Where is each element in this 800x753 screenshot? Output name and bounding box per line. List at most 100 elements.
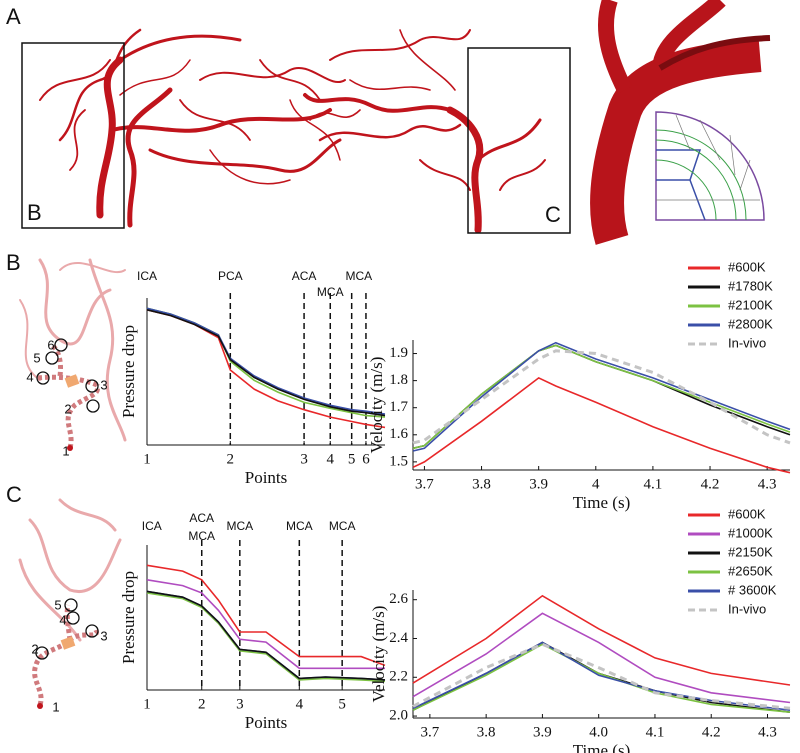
inlet — [37, 703, 43, 709]
x-tick-label: 5 — [338, 696, 346, 712]
x-axis-label: Points — [245, 468, 288, 487]
inset-c-vessels — [18, 498, 122, 642]
x-tick-label: 3.7 — [415, 476, 434, 492]
y-axis-label: Pressure drop — [119, 325, 138, 418]
point-number: 1 — [52, 699, 59, 714]
series-line — [412, 341, 791, 452]
series-line — [412, 376, 791, 474]
y-tick-label: 1.6 — [389, 426, 408, 442]
annotation: ICA — [142, 519, 162, 533]
legend-label: #600K — [728, 259, 766, 274]
x-tick-label: 6 — [362, 451, 370, 467]
series-line — [412, 594, 791, 686]
y-tick-label: 2.2 — [389, 669, 408, 685]
annotation: MCA — [345, 269, 372, 283]
stenosis — [64, 374, 80, 388]
legend-label: #600K — [728, 506, 766, 521]
x-tick-label: 2 — [198, 696, 206, 712]
x-tick-label: 4.2 — [702, 724, 721, 740]
annotation: MCA — [188, 529, 215, 543]
x-tick-label: 2 — [227, 451, 235, 467]
y-tick-label: 2.6 — [389, 591, 408, 607]
x-axis-label: Time (s) — [573, 741, 630, 753]
series-line — [412, 642, 791, 710]
x-tick-label: 3 — [300, 451, 308, 467]
panel-label: C — [6, 482, 22, 507]
box-b — [21, 42, 125, 229]
x-tick-label: 3.8 — [472, 476, 491, 492]
x-tick-label: 4.1 — [644, 476, 663, 492]
box-c — [467, 47, 571, 234]
x-tick-label: 1 — [143, 696, 151, 712]
y-axis-label: Velocity (m/s) — [369, 606, 388, 703]
point-number: 5 — [33, 350, 40, 365]
point-number: 2 — [64, 401, 71, 416]
legend-label: In-vivo — [728, 335, 766, 350]
series-line — [146, 564, 386, 667]
vessel-middle — [303, 29, 546, 234]
x-axis-label: Points — [245, 713, 288, 732]
inset-b-circles — [36, 338, 100, 413]
legend-label: #2800K — [728, 316, 773, 331]
series-line — [412, 612, 791, 704]
vessel-left — [39, 28, 346, 228]
legend-label: #2650K — [728, 563, 773, 578]
point-number: 3 — [100, 377, 107, 392]
inlet — [67, 445, 73, 451]
y-tick-label: 1.8 — [389, 372, 408, 388]
x-tick-label: 4.2 — [701, 476, 720, 492]
x-tick-label: 3.9 — [533, 724, 552, 740]
y-tick-label: 1.5 — [389, 453, 408, 469]
annotation: ICA — [137, 269, 157, 283]
box-label: B — [27, 200, 42, 225]
series-line — [412, 641, 791, 711]
annotation: PCA — [218, 269, 243, 283]
x-tick-label: 4.3 — [758, 724, 777, 740]
stenosis — [60, 636, 76, 650]
panel-label: B — [6, 250, 21, 275]
y-tick-label: 2.0 — [389, 707, 408, 723]
x-tick-label: 3 — [236, 696, 244, 712]
series-line — [146, 590, 386, 681]
x-axis-label: Time (s) — [573, 493, 630, 512]
y-axis-label: Pressure drop — [119, 571, 138, 664]
inset-b-vessels — [19, 258, 127, 442]
x-tick-label: 4.3 — [758, 476, 777, 492]
box-label: C — [545, 202, 561, 227]
x-tick-label: 4.1 — [646, 724, 665, 740]
x-tick-label: 4 — [592, 476, 600, 492]
x-tick-label: 3.8 — [477, 724, 496, 740]
series-line — [412, 643, 791, 713]
inset-b-path — [35, 343, 101, 449]
annotation: MCA — [317, 285, 344, 299]
legend-label: In-vivo — [728, 601, 766, 616]
series-line — [146, 307, 386, 415]
point-number: 1 — [62, 443, 69, 458]
annotation: MCA — [286, 519, 313, 533]
y-tick-label: 2.4 — [389, 630, 408, 646]
point-number: 2 — [31, 641, 38, 656]
inset-c-path — [32, 604, 99, 706]
x-tick-label: 4.0 — [589, 724, 608, 740]
x-tick-label: 3.9 — [529, 476, 548, 492]
point-number: 6 — [47, 337, 54, 352]
inset-c-circles — [35, 598, 99, 660]
panel-label: A — [6, 4, 21, 29]
y-tick-label: 1.9 — [389, 345, 408, 361]
point-number: 4 — [26, 369, 33, 384]
x-tick-label: 4 — [296, 696, 304, 712]
legend-label: #2100K — [728, 297, 773, 312]
annotation: ACA — [189, 511, 214, 525]
legend-label: # 3600K — [728, 582, 777, 597]
annotation: ACA — [292, 269, 317, 283]
x-tick-label: 1 — [143, 451, 151, 467]
legend-label: #2150K — [728, 544, 773, 559]
point-number: 3 — [100, 628, 107, 643]
series-line — [146, 307, 386, 418]
series-line — [146, 590, 386, 681]
series-line — [146, 309, 386, 417]
legend-label: #1780K — [728, 278, 773, 293]
x-tick-label: 4 — [327, 451, 335, 467]
